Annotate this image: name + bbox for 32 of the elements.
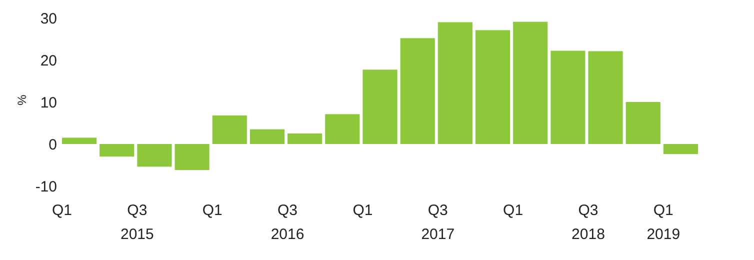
y-tick-label: 30 [40, 10, 57, 28]
x-tick-label: Q1 [52, 202, 72, 219]
y-tick-label: 0 [48, 136, 57, 154]
bar [400, 38, 435, 144]
bar [626, 102, 660, 144]
bar [513, 22, 548, 144]
x-tick-label: Q3 2015 [120, 202, 154, 243]
x-tick-label: Q1 [202, 202, 222, 219]
bar [62, 138, 97, 144]
y-axis-title: % [15, 94, 29, 106]
bar [174, 144, 210, 170]
x-tick-label: Q1 [503, 202, 524, 219]
bar [475, 30, 510, 144]
x-tick-label: Q3 2017 [421, 202, 455, 243]
bar [250, 129, 285, 144]
x-tick-label: Q1 2019 [646, 202, 680, 243]
x-tick-label: Q3 2016 [270, 202, 304, 243]
y-tick-label: -10 [35, 178, 57, 196]
y-tick-label: 10 [40, 94, 57, 112]
x-tick-label: Q1 [352, 202, 373, 219]
bar [137, 144, 172, 167]
bar [588, 51, 623, 144]
bar [212, 115, 247, 144]
bar [438, 22, 472, 144]
bar [550, 50, 586, 144]
bar [362, 70, 398, 144]
bar [288, 134, 322, 144]
x-tick-label: Q3 2018 [572, 202, 605, 243]
bar [325, 114, 360, 144]
bar [663, 144, 698, 154]
y-tick-label: 20 [40, 52, 57, 70]
bar [100, 144, 134, 157]
